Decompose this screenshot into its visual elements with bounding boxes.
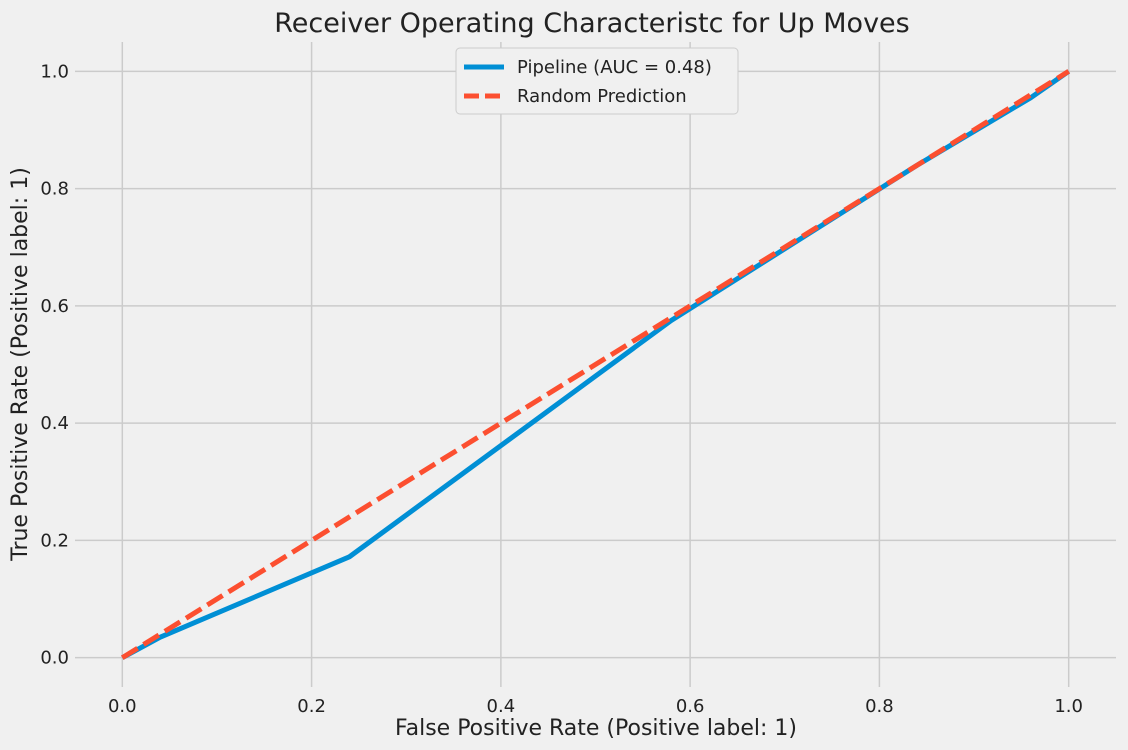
y-tick-label: 1.0 — [40, 61, 69, 82]
series-line-random — [120, 69, 1071, 660]
y-tick-label: 0.2 — [40, 530, 69, 551]
y-tick-label: 0.4 — [40, 413, 69, 434]
x-tick-label: 0.8 — [865, 696, 894, 717]
x-tick-label: 0.2 — [297, 696, 326, 717]
x-tick-label: 0.6 — [676, 696, 705, 717]
legend-label-random: Random Prediction — [517, 86, 687, 107]
grid — [75, 42, 1116, 687]
chart-title: Receiver Operating Characteristc for Up … — [274, 8, 910, 39]
legend-frame — [455, 47, 739, 115]
y-tick-label: 0.8 — [40, 179, 69, 200]
x-axis-label: False Positive Rate (Positive label: 1) — [395, 716, 797, 741]
y-tick-label: 0.0 — [40, 648, 69, 669]
y-axis-label: True Positive Rate (Positive label: 1) — [8, 167, 33, 562]
y-tick-label: 0.6 — [40, 296, 69, 317]
plot-series — [120, 69, 1071, 660]
x-tick-label: 0.0 — [108, 696, 137, 717]
legend-label-pipeline: Pipeline (AUC = 0.48) — [517, 57, 712, 78]
legend: Pipeline (AUC = 0.48) Random Prediction — [455, 47, 739, 115]
tick-labels: 0.0 0.2 0.4 0.6 0.8 1.0 0.0 0.2 0.4 0.6 0.8 1.0 — [40, 61, 1083, 717]
x-tick-label: 1.0 — [1054, 696, 1083, 717]
x-tick-label: 0.4 — [487, 696, 516, 717]
